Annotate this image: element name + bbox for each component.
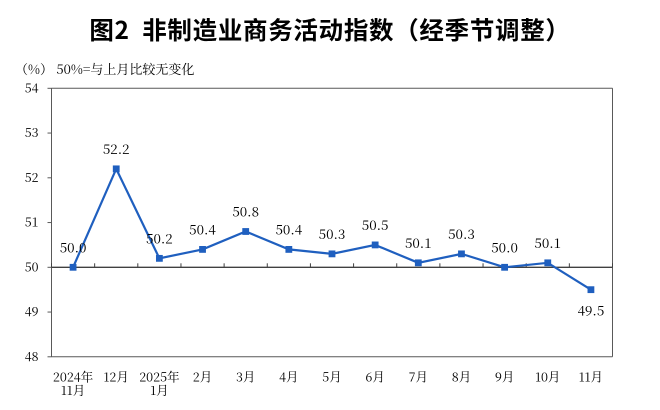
svg-text:11月: 11月 (579, 368, 603, 386)
svg-text:50.2: 50.2 (146, 227, 173, 247)
svg-text:52.2: 52.2 (103, 138, 130, 158)
svg-text:51: 51 (25, 213, 39, 231)
svg-text:53: 53 (25, 123, 39, 141)
svg-text:9月: 9月 (495, 368, 515, 386)
svg-text:6月: 6月 (365, 368, 384, 386)
svg-text:49: 49 (25, 302, 39, 320)
svg-text:50.0: 50.0 (491, 236, 518, 256)
svg-text:1月: 1月 (150, 381, 168, 399)
svg-text:50.3: 50.3 (448, 223, 475, 243)
svg-text:7月: 7月 (409, 368, 428, 386)
svg-text:50.0: 50.0 (60, 236, 87, 256)
svg-text:8月: 8月 (452, 368, 471, 386)
svg-text:11月: 11月 (61, 381, 85, 399)
svg-text:5月: 5月 (322, 368, 341, 386)
svg-text:50.4: 50.4 (275, 218, 302, 238)
svg-text:50: 50 (25, 257, 39, 275)
svg-text:50.3: 50.3 (319, 223, 346, 243)
svg-text:10月: 10月 (535, 368, 560, 386)
svg-text:2月: 2月 (193, 368, 212, 386)
svg-text:4月: 4月 (279, 368, 298, 386)
svg-text:54: 54 (25, 78, 39, 96)
svg-text:50.1: 50.1 (534, 232, 561, 252)
svg-text:48: 48 (25, 347, 39, 365)
svg-text:3月: 3月 (236, 368, 255, 386)
svg-text:12月: 12月 (104, 368, 129, 386)
svg-text:50.5: 50.5 (362, 214, 389, 234)
svg-text:50.8: 50.8 (232, 201, 259, 221)
svg-text:49.5: 49.5 (578, 300, 605, 320)
svg-text:50.4: 50.4 (189, 218, 216, 238)
svg-text:50.1: 50.1 (405, 232, 432, 252)
svg-text:52: 52 (25, 168, 39, 186)
